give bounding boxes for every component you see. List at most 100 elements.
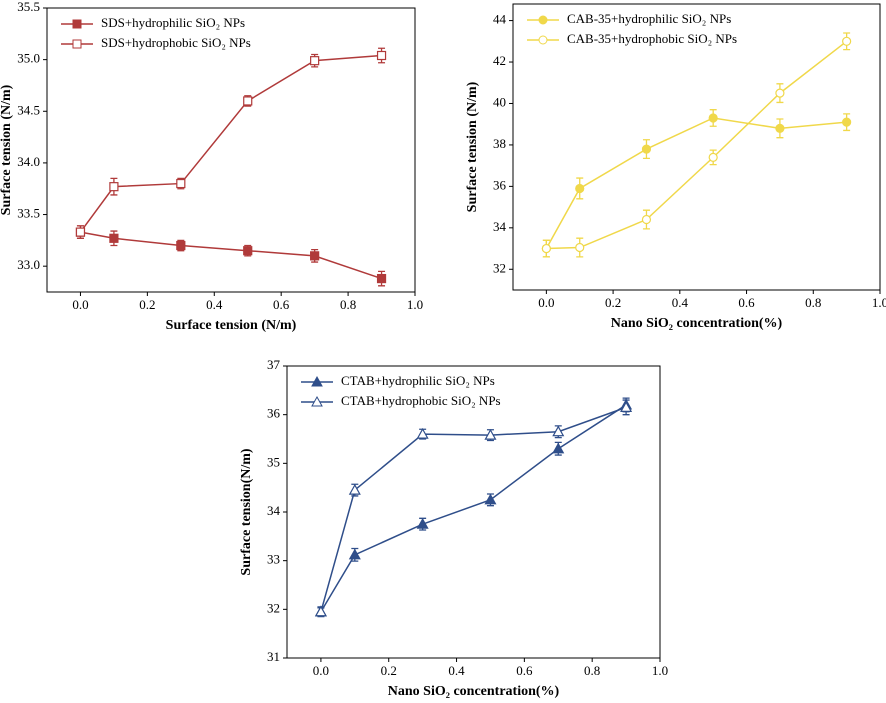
- legend-symbol: [72, 19, 82, 29]
- legend-symbol: [538, 35, 548, 45]
- y-tick-label: 35.5: [17, 0, 40, 14]
- y-tick-label: 35: [267, 454, 280, 469]
- x-tick-label: 0.8: [340, 297, 356, 312]
- marker: [552, 425, 565, 437]
- legend-symbol: [538, 15, 548, 25]
- series-line: [80, 231, 382, 280]
- x-tick-label: 1.0: [872, 295, 886, 310]
- marker: [176, 178, 186, 189]
- x-axis-title: Nano SiO₂ concentration(%): [388, 684, 560, 699]
- series-line: [320, 404, 627, 613]
- plot-frame: [46, 7, 416, 293]
- y-tick-label: 32: [267, 600, 280, 615]
- y-axis-title: Surface tension (N/m): [465, 81, 480, 212]
- legend-marker: [72, 19, 82, 29]
- series-line: [546, 40, 848, 250]
- x-axis-title: Nano SiO₂ concentration(%): [611, 316, 783, 331]
- marker: [243, 246, 253, 256]
- x-tick-label: 0.8: [584, 663, 600, 678]
- marker: [641, 144, 652, 154]
- x-tick-label: 1.0: [407, 297, 423, 312]
- x-tick-label: 0.0: [313, 663, 329, 678]
- legend-marker: [72, 39, 82, 49]
- y-tick-label: 40: [493, 94, 506, 109]
- x-tick-label: 0.8: [805, 295, 821, 310]
- y-tick-label: 33.0: [17, 257, 40, 272]
- marker: [109, 182, 119, 192]
- y-tick-label: 31: [267, 649, 280, 664]
- legend-marker: [538, 35, 548, 45]
- marker: [641, 214, 652, 225]
- marker: [416, 427, 429, 439]
- marker: [348, 483, 361, 495]
- y-tick-label: 34: [493, 219, 507, 234]
- y-tick-label: 36: [267, 406, 281, 421]
- legend-label: SDS+hydrophilic SiO₂ NPs: [101, 15, 245, 30]
- marker: [708, 113, 718, 123]
- legend-marker: [311, 375, 323, 387]
- legend-marker: [311, 395, 323, 407]
- marker: [552, 442, 565, 454]
- series-line: [79, 54, 382, 233]
- chart: 0.0 0.2 0.4 0.6 0.8 1.0 31 32 33 34 35 36 37 Nano SiO…: [239, 357, 668, 699]
- x-tick-label: 0.4: [448, 663, 465, 678]
- marker: [416, 517, 429, 529]
- legend-label: CAB-35+hydrophobic SiO₂ NPs: [567, 31, 737, 46]
- y-tick-label: 36: [493, 177, 507, 192]
- y-axis-title: Surface tension (N/m): [0, 84, 14, 215]
- legend-label: CTAB+hydrophobic SiO₂ NPs: [341, 393, 501, 408]
- marker: [75, 227, 86, 237]
- x-tick-label: 1.0: [652, 663, 668, 678]
- chart: 0.0 0.2 0.4 0.6 0.8 1.0 33.0 33.5 34.0 34.5 35.0 35…: [0, 0, 423, 333]
- marker: [109, 233, 119, 243]
- marker: [620, 401, 633, 412]
- x-axis-title: Surface tension (N/m): [166, 318, 297, 333]
- marker: [775, 123, 785, 133]
- marker: [176, 240, 186, 251]
- legend-label: CAB-35+hydrophilic SiO₂ NPs: [567, 11, 731, 26]
- y-axis-title: Surface tension(N/m): [239, 448, 254, 575]
- plot-frame: [286, 365, 661, 659]
- x-tick-label: 0.4: [672, 295, 689, 310]
- legend-symbol: [311, 375, 323, 387]
- y-tick-label: 44: [493, 12, 507, 27]
- chart: 0.0 0.2 0.4 0.6 0.8 1.0 32 34 36 38 40 42 44 Nano SiO…: [465, 3, 886, 331]
- plot-frame: [512, 3, 881, 291]
- marker: [842, 117, 852, 127]
- marker: [314, 605, 327, 617]
- y-tick-label: 37: [267, 357, 281, 372]
- y-tick-label: 38: [493, 136, 506, 151]
- y-tick-label: 35.0: [17, 51, 40, 66]
- marker: [243, 96, 253, 106]
- y-tick-label: 33: [267, 552, 280, 567]
- y-tick-label: 42: [493, 53, 506, 68]
- marker: [484, 428, 497, 440]
- series-line: [320, 406, 627, 612]
- x-tick-label: 0.4: [206, 297, 223, 312]
- y-tick-label: 34.5: [17, 102, 40, 117]
- legend-symbol: [72, 39, 82, 49]
- marker: [376, 50, 387, 61]
- marker: [541, 243, 551, 254]
- y-tick-label: 32: [493, 260, 506, 275]
- marker: [310, 56, 320, 66]
- marker: [842, 36, 852, 46]
- y-tick-label: 33.5: [17, 206, 40, 221]
- marker: [708, 152, 718, 162]
- x-tick-label: 0.6: [273, 297, 290, 312]
- x-tick-label: 0.2: [381, 663, 397, 678]
- series-line: [545, 117, 847, 249]
- marker: [310, 251, 320, 261]
- legend-symbol: [311, 395, 323, 407]
- x-tick-label: 0.6: [738, 295, 755, 310]
- marker: [348, 548, 361, 560]
- x-tick-label: 0.6: [516, 663, 533, 678]
- x-tick-label: 0.0: [72, 297, 88, 312]
- legend-marker: [538, 15, 548, 25]
- marker: [575, 242, 585, 253]
- x-tick-label: 0.2: [139, 297, 155, 312]
- marker: [484, 493, 497, 505]
- marker: [376, 273, 387, 284]
